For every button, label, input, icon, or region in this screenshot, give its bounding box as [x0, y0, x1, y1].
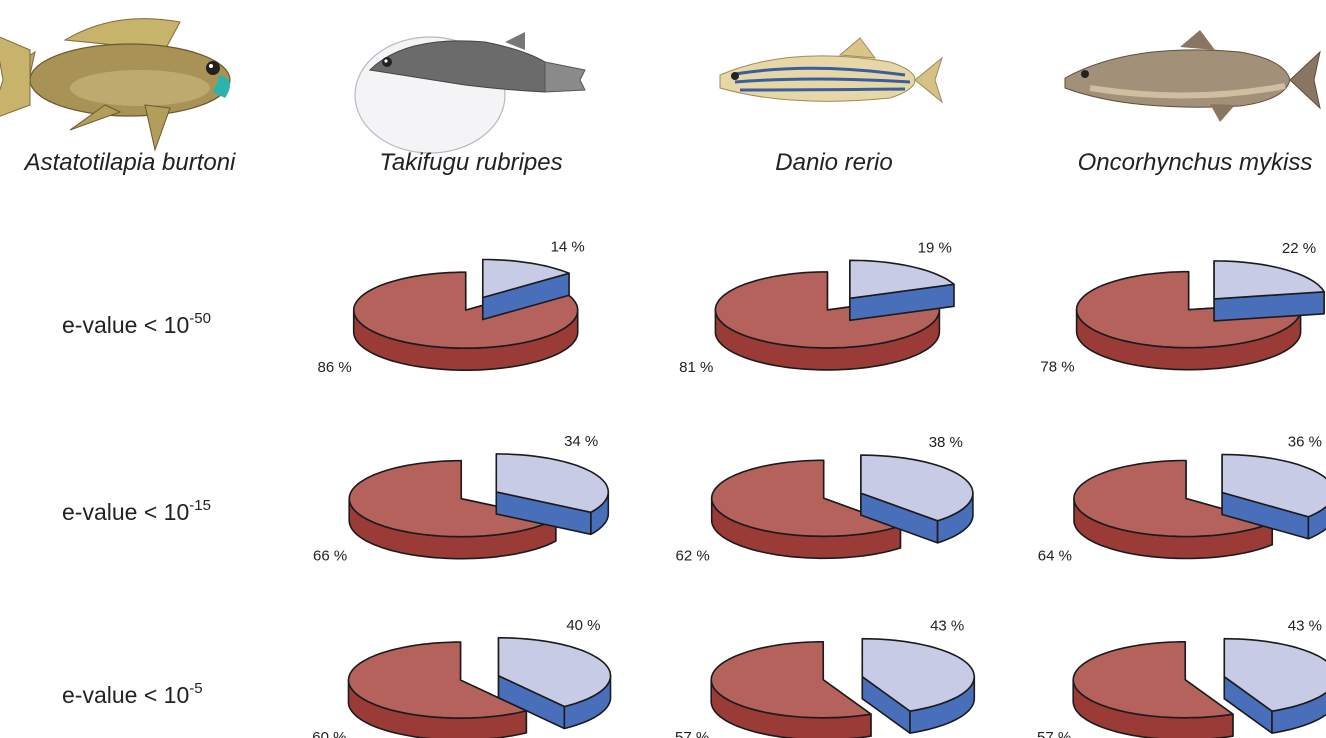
- pie-r3-c3-minor-slice: [1223, 637, 1326, 712]
- pie-r3-c3-major-label: 57 %: [1037, 729, 1071, 738]
- pie-r3-c3-minor-slice-side: [1271, 691, 1326, 734]
- pie-r3-c3-major-slice: [1072, 641, 1234, 719]
- pie-r3-c1-minor-label: 40 %: [566, 617, 600, 634]
- pie-r1-c2-major-label: 81 %: [679, 359, 713, 376]
- species-label-o-mykiss: Oncorhynchus mykiss: [1078, 149, 1313, 176]
- row-label-evalue-50: e-value < 10-50: [62, 310, 211, 338]
- pie-r3-c3-minor-label: 43 %: [1288, 618, 1322, 635]
- pie-r1-c3-minor-label: 22 %: [1282, 240, 1316, 257]
- pie-r1-c1-minor-label: 14 %: [551, 238, 585, 255]
- pufferfish-icon: [354, 32, 586, 154]
- pie-r1-c2-major-slice: [714, 271, 941, 349]
- pie-r3-c2-major-label: 57 %: [675, 729, 709, 738]
- pie-r2-c1-major-slice: [348, 459, 557, 538]
- pie-r2-c1-minor-label: 34 %: [564, 433, 598, 450]
- pie-r2-c1-minor-slice: [495, 453, 610, 514]
- pie-r1-c3-major-slice: [1075, 270, 1302, 349]
- pie-r3-c1-major-label: 60 %: [312, 729, 346, 738]
- pie-r1-c1-minor-slice: [481, 258, 570, 299]
- pie-r3-c1-major-slice: [347, 641, 528, 719]
- pie-r2-c3-major-slice: [1073, 459, 1273, 538]
- pie-r2-c1-major-label: 66 %: [313, 548, 347, 565]
- pie-r2-c3-minor-slice-side: [1307, 505, 1326, 540]
- pie-r3-c1-minor-slice: [497, 637, 612, 708]
- pie-r1-c1-major-label: 86 %: [318, 359, 352, 376]
- pie-r2-c3-major-label: 64 %: [1038, 547, 1072, 564]
- cichlid-fish-icon: [0, 18, 231, 152]
- pie-r2-c2-major-label: 62 %: [675, 547, 709, 564]
- pie-r3-c2-major-slice: [710, 641, 872, 719]
- zebrafish-icon: [719, 37, 943, 104]
- pie-r1-c2-minor-slice: [849, 259, 955, 300]
- pie-r2-c2-minor-label: 38 %: [929, 434, 963, 451]
- pie-r1-c1-major-slice: [353, 271, 579, 349]
- pie-r1-c3-major-label: 78 %: [1040, 359, 1074, 376]
- row-label-evalue-15: e-value < 10-15: [62, 497, 211, 525]
- pie-r2-c2-major-slice: [710, 459, 902, 538]
- pie-r1-c3-minor-slice: [1213, 260, 1325, 300]
- pie-r3-c2-minor-slice: [861, 637, 976, 712]
- pie-r2-c3-minor-slice: [1221, 453, 1326, 518]
- row-label-evalue-5: e-value < 10-5: [62, 680, 203, 708]
- pie-grid: 86 % 14 % 81 % 19 % 78 % 22 % 66 % 34 % 62 % 38 %…: [312, 238, 1326, 738]
- pie-r3-c2-minor-label: 43 %: [930, 618, 964, 635]
- pie-r2-c2-minor-slice: [860, 454, 974, 522]
- species-label-a-burtoni: Astatotilapia burtoni: [23, 149, 236, 176]
- species-label-t-rubripes: Takifugu rubripes: [379, 149, 562, 176]
- pie-r1-c2-minor-label: 19 %: [918, 239, 952, 256]
- pie-r2-c3-minor-label: 36 %: [1288, 434, 1322, 451]
- trout-icon: [1064, 30, 1321, 122]
- species-label-d-rerio: Danio rerio: [775, 149, 892, 176]
